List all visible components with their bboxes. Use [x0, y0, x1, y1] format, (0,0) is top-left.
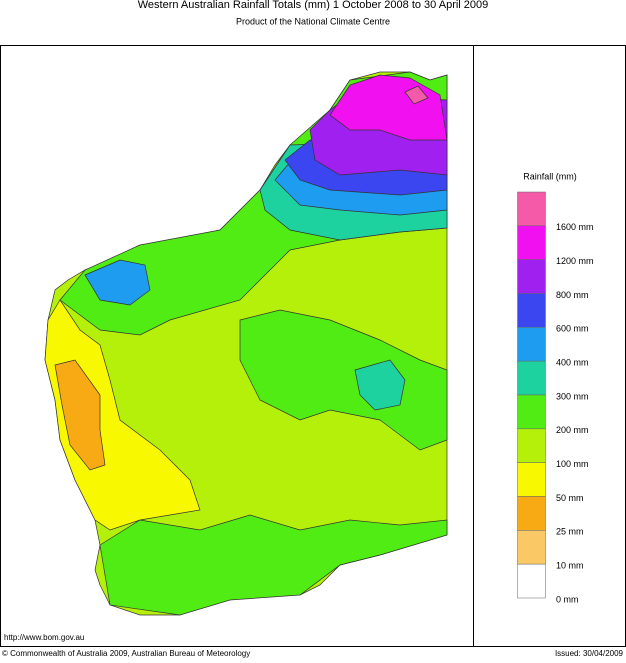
legend-label: 50 mm	[556, 493, 584, 503]
legend-swatch	[517, 394, 546, 430]
legend-swatch	[517, 563, 546, 599]
legend: Rainfall (mm) 1600 mm 1200 mm 800 mm 600 mm…	[517, 171, 594, 604]
subtitle: Product of the National Climate Centre	[236, 16, 390, 26]
legend-title: Rainfall (mm)	[523, 171, 577, 181]
legend-swatch	[517, 530, 546, 565]
footer-issued: Issued: 30/04/2009	[555, 649, 624, 658]
footer-url: http://www.bom.gov.au	[4, 633, 84, 642]
legend-label: 25 mm	[556, 527, 584, 537]
legend-swatch	[517, 225, 546, 260]
footer-copyright: © Commonwealth of Australia 2009, Austra…	[2, 649, 250, 658]
legend-label: 10 mm	[556, 561, 584, 571]
legend-swatch	[517, 462, 546, 497]
legend-label: 100 mm	[556, 459, 589, 469]
title: Western Australian Rainfall Totals (mm) …	[138, 0, 489, 11]
legend-swatch	[517, 259, 546, 294]
rainfall-map	[44, 71, 448, 616]
legend-label: 800 mm	[556, 290, 589, 300]
legend-swatch	[517, 360, 546, 396]
legend-label: 200 mm	[556, 425, 589, 435]
legend-swatch	[517, 293, 546, 328]
legend-label: 300 mm	[556, 391, 589, 401]
legend-label: 600 mm	[556, 324, 589, 334]
legend-swatch	[517, 327, 546, 362]
legend-swatch	[517, 496, 546, 531]
legend-label: 400 mm	[556, 358, 589, 368]
legend-label: 0 mm	[556, 594, 579, 604]
legend-label: 1200 mm	[556, 256, 594, 266]
legend-swatch	[517, 191, 546, 227]
legend-label: 1600 mm	[556, 222, 594, 232]
legend-swatch	[517, 428, 546, 463]
